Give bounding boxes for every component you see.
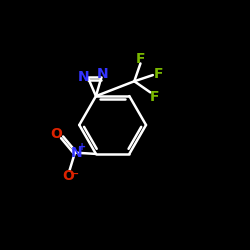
Text: O: O (51, 127, 62, 141)
Text: O: O (62, 169, 74, 183)
Text: N: N (70, 146, 82, 160)
Text: −: − (70, 168, 80, 178)
Text: N: N (78, 70, 90, 84)
Text: F: F (150, 90, 160, 104)
Text: F: F (136, 52, 145, 66)
Text: N: N (96, 67, 108, 81)
Text: F: F (154, 67, 163, 81)
Text: +: + (78, 142, 86, 152)
